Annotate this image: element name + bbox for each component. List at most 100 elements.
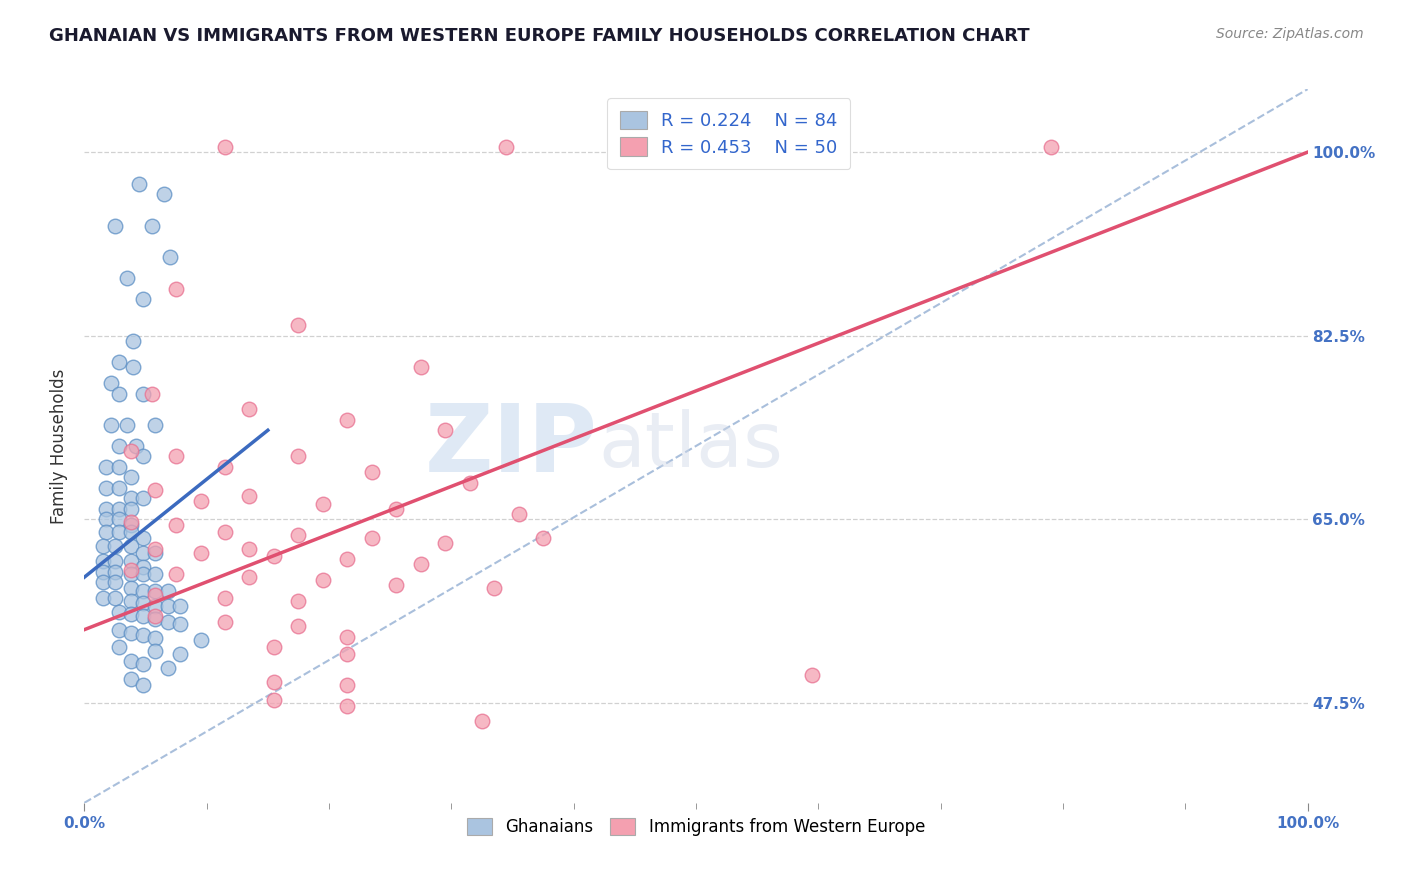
Point [120,491,142,506]
Point [214,524,236,539]
Point [104,219,127,233]
Point [169,617,191,632]
Point [385,502,408,516]
Point [214,591,236,606]
Point [125,439,148,453]
Point [156,615,179,630]
Point [143,609,166,624]
Point [96,481,118,495]
Point [336,678,359,692]
Point [287,619,309,633]
Point [801,667,824,681]
Point [336,647,359,661]
Point [360,532,382,546]
Point [104,565,127,579]
Point [165,567,187,582]
Point [104,591,127,606]
Point [132,559,155,574]
Point [143,612,166,626]
Point [132,567,155,582]
Point [107,502,129,516]
Point [120,594,142,608]
Point [104,539,127,553]
Point [120,539,142,553]
Point [263,675,285,690]
Point [238,541,260,556]
Point [165,517,187,532]
Point [107,460,129,475]
Point [434,535,457,549]
Point [128,177,150,191]
Point [120,470,142,484]
Point [143,541,166,556]
Point [143,546,166,560]
Point [100,376,122,390]
Point [115,417,138,432]
Point [143,583,166,598]
Point [434,423,457,437]
Point [107,481,129,495]
Point [165,282,187,296]
Point [214,615,236,630]
Point [263,640,285,655]
Point [214,460,236,475]
Point [360,465,382,479]
Point [482,581,505,595]
Point [120,444,142,458]
Point [132,491,155,506]
Point [122,334,145,348]
Point [132,628,155,642]
Point [336,413,359,427]
Point [531,532,554,546]
Point [120,607,142,621]
Point [143,631,166,645]
Point [143,599,166,613]
Point [120,524,142,539]
Point [96,524,118,539]
Point [776,135,799,149]
Point [104,575,127,590]
Point [336,630,359,644]
Point [287,450,309,464]
Point [336,552,359,566]
Point [141,219,163,233]
Point [120,502,142,516]
Point [120,554,142,568]
Point [100,417,122,432]
Point [91,591,114,606]
Point [409,360,432,375]
Text: Source: ZipAtlas.com: Source: ZipAtlas.com [1216,27,1364,41]
Y-axis label: Family Households: Family Households [51,368,69,524]
Point [263,693,285,707]
Point [143,417,166,432]
Point [190,546,212,560]
Point [107,640,129,655]
Legend: Ghanaians, Immigrants from Western Europe: Ghanaians, Immigrants from Western Europ… [458,810,934,845]
Point [120,515,142,529]
Point [132,678,155,692]
Point [141,386,163,401]
Point [143,483,166,497]
Point [156,599,179,613]
Point [107,512,129,526]
Point [107,605,129,619]
Point [120,563,142,577]
Point [132,583,155,598]
Point [190,633,212,648]
Point [120,581,142,595]
Point [214,140,236,154]
Point [159,250,181,264]
Point [409,557,432,571]
Point [132,657,155,672]
Point [153,187,176,202]
Point [143,643,166,657]
Point [107,355,129,369]
Point [132,532,155,546]
Point [508,507,530,521]
Point [96,512,118,526]
Point [312,574,335,588]
Point [91,575,114,590]
Point [120,654,142,668]
Point [385,577,408,591]
Point [107,439,129,453]
